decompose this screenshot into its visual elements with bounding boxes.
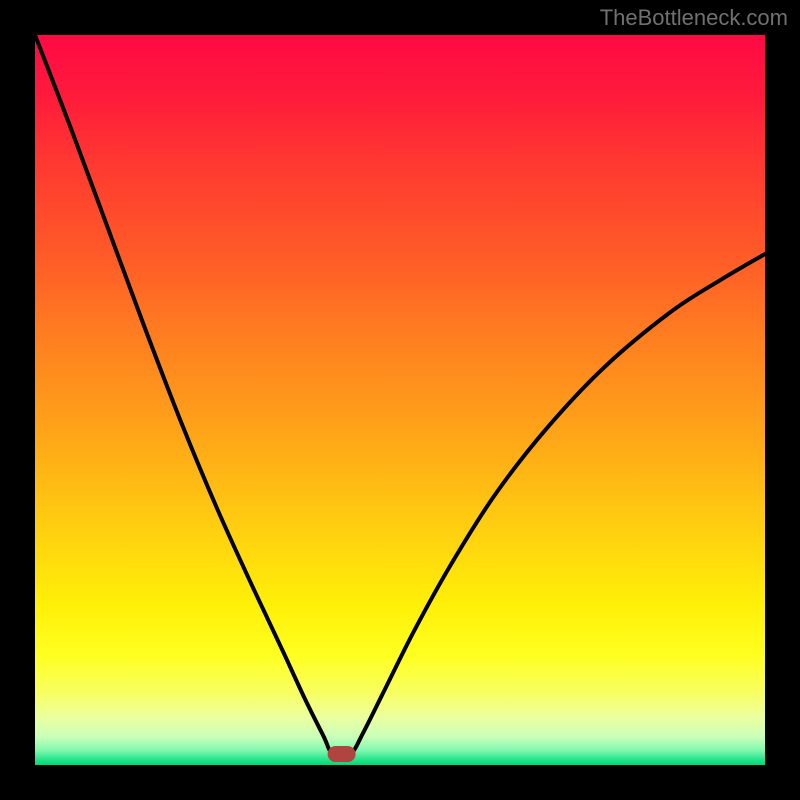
minimum-marker: [328, 746, 356, 762]
chart-svg: [0, 0, 800, 800]
watermark-text: TheBottleneck.com: [600, 5, 788, 31]
chart-container: TheBottleneck.com: [0, 0, 800, 800]
